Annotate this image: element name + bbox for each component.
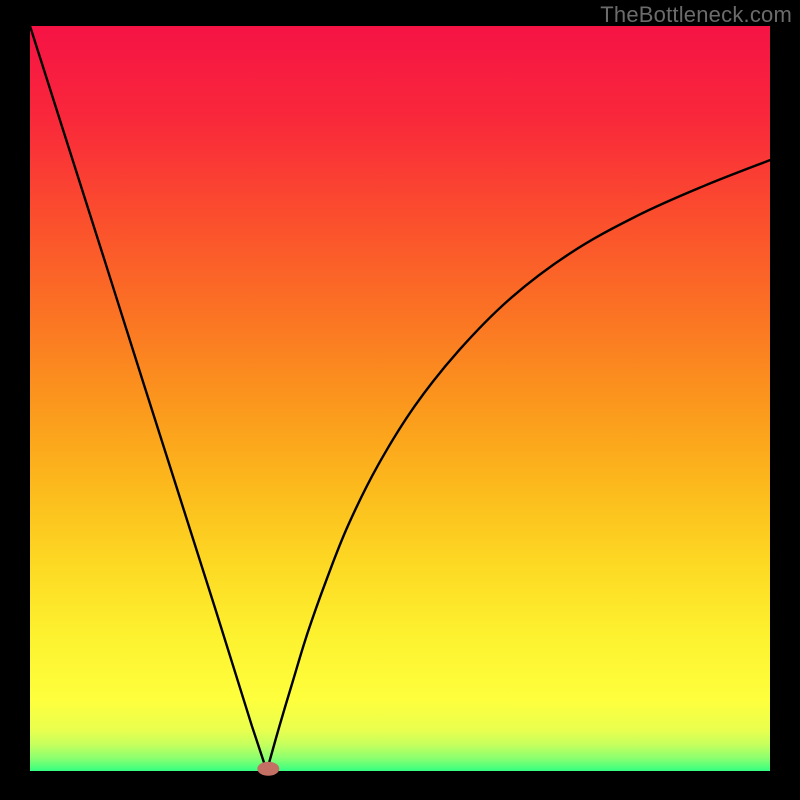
- chart-container: TheBottleneck.com: [0, 0, 800, 800]
- plot-area: [30, 26, 770, 771]
- bottleneck-chart: [0, 0, 800, 800]
- watermark-text: TheBottleneck.com: [600, 2, 792, 28]
- vertex-marker: [257, 762, 279, 776]
